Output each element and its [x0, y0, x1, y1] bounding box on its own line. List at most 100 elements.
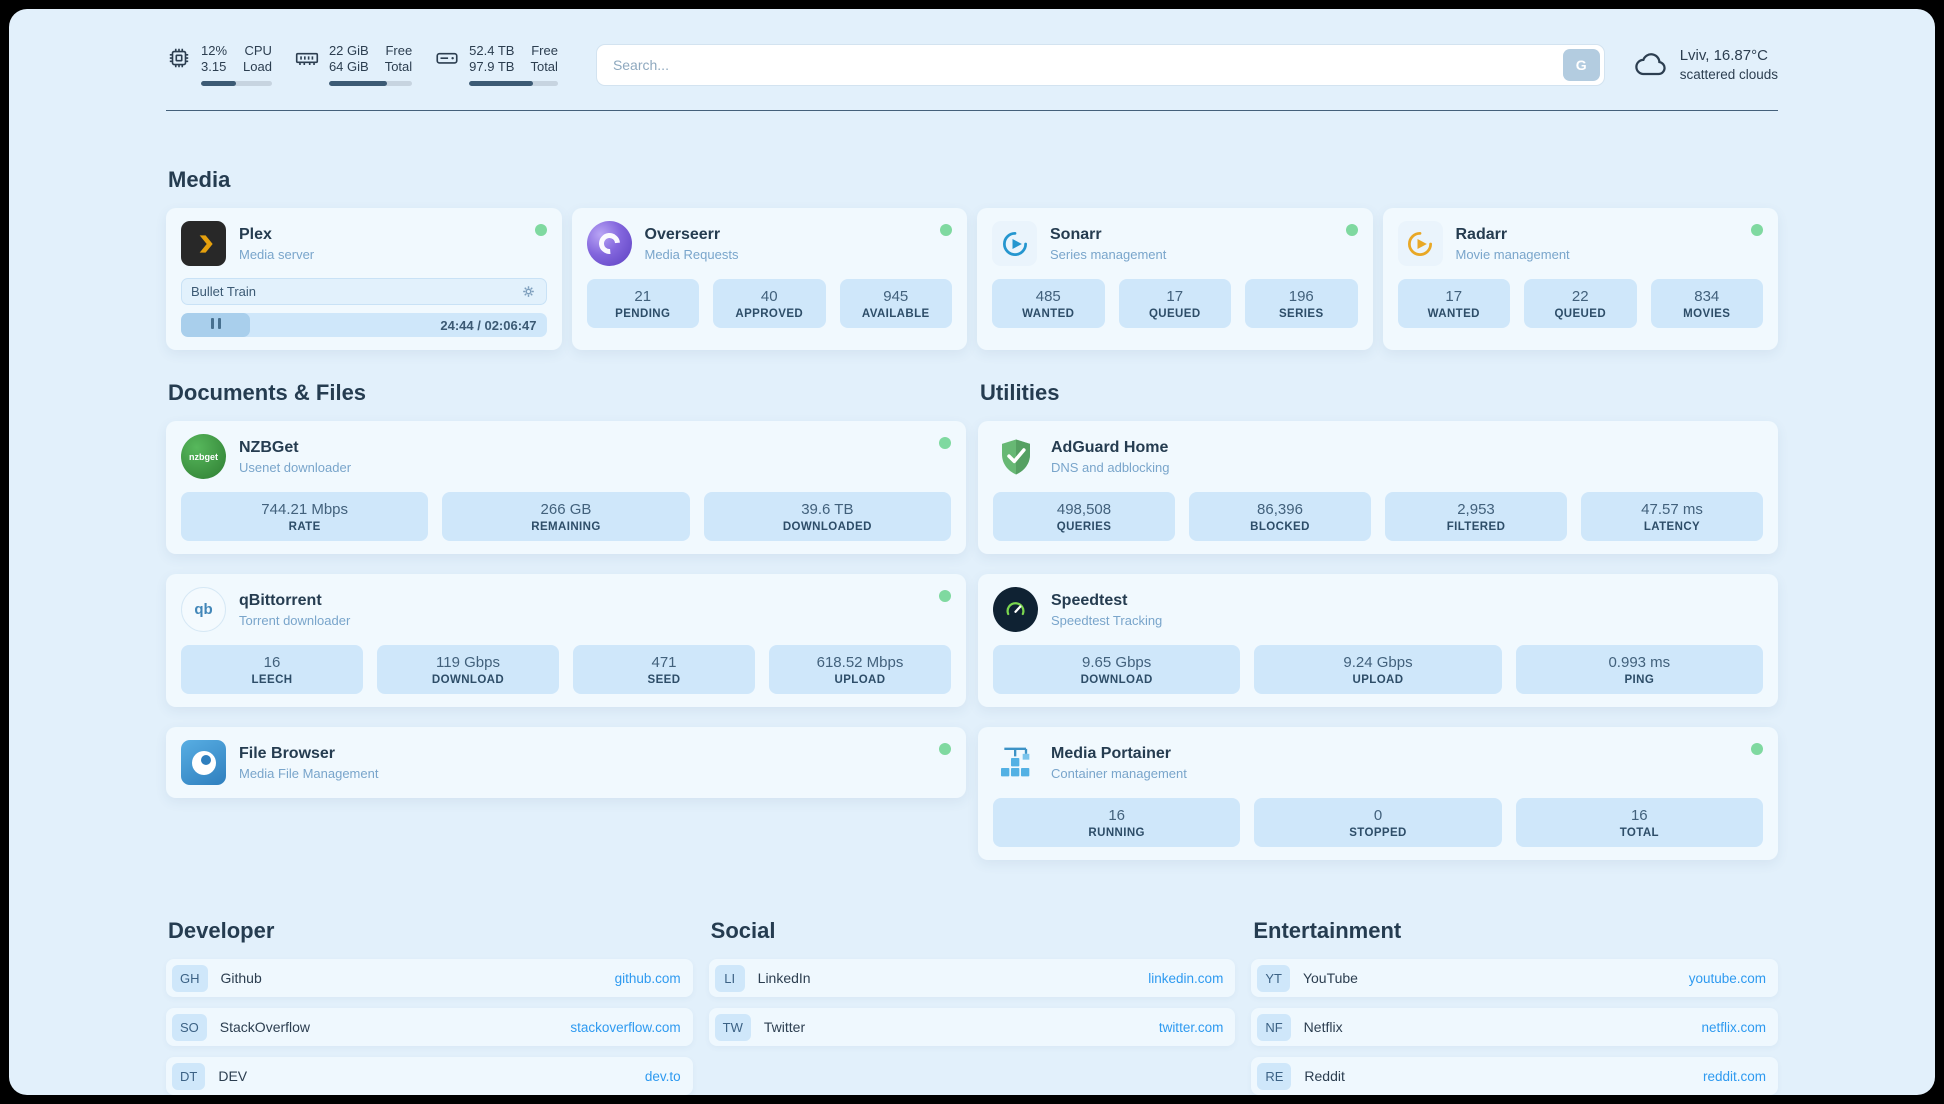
- stat-label: LATENCY: [1643, 521, 1701, 533]
- plex-header[interactable]: Plex Media server: [181, 221, 547, 266]
- cpu-load-value: 3.15: [201, 59, 227, 74]
- overseerr-header[interactable]: Overseerr Media Requests: [586, 221, 952, 266]
- stat-value: 485: [1035, 288, 1061, 305]
- stat-available: 945 AVAILABLE: [839, 279, 952, 328]
- twitter-abbr-badge: TW: [714, 1013, 751, 1041]
- search-engine-button[interactable]: G: [1562, 48, 1600, 81]
- stat-label: BLOCKED: [1250, 521, 1310, 533]
- stat-value: 22: [1571, 288, 1589, 305]
- stat-value: 266 GB: [540, 501, 592, 518]
- stat-value: 119 Gbps: [436, 654, 500, 671]
- status-dot: [1751, 743, 1763, 755]
- stat-label: LEECH: [251, 674, 293, 686]
- filebrowser-subtitle: Media File Management: [239, 765, 379, 781]
- link-name: Reddit: [1304, 1068, 1345, 1084]
- dashboard-page: 12% CPU 3.15 Load 22 GiB Fr: [9, 9, 1935, 1095]
- nzbget-header[interactable]: nzbget NZBGet Usenet downloader: [181, 434, 951, 479]
- stat-value: 21: [634, 288, 652, 305]
- link-row-youtube[interactable]: YT YouTube youtube.com: [1251, 959, 1778, 997]
- pause-icon[interactable]: [209, 316, 223, 334]
- link-row-github[interactable]: GH Github github.com: [166, 959, 693, 997]
- link-row-stackoverflow[interactable]: SO StackOverflow stackoverflow.com: [166, 1008, 693, 1046]
- status-dot: [1751, 224, 1763, 236]
- stat-label: PING: [1624, 674, 1655, 686]
- status-dot: [939, 437, 951, 449]
- stat-label: TOTAL: [1619, 827, 1659, 839]
- nzbget-icon: nzbget: [181, 434, 226, 479]
- portainer-header[interactable]: Media Portainer Container management: [993, 740, 1763, 785]
- playback-time: 24:44 / 02:06:47: [440, 317, 537, 333]
- stat-value: 47.57 ms: [1641, 501, 1703, 518]
- link-row-twitter[interactable]: TW Twitter twitter.com: [708, 1008, 1236, 1046]
- media-heading: Media: [168, 167, 231, 192]
- link-url[interactable]: stackoverflow.com: [570, 1019, 681, 1035]
- youtube-abbr-badge: YT: [1257, 964, 1290, 992]
- stat-label: APPROVED: [735, 308, 804, 320]
- adguard-header[interactable]: AdGuard Home DNS and adblocking: [993, 434, 1763, 479]
- filebrowser-header[interactable]: File Browser Media File Management: [181, 740, 951, 785]
- search-input[interactable]: [595, 43, 1605, 86]
- cpu-progress-bar: [201, 81, 272, 86]
- stat-value: 39.6 TB: [801, 501, 854, 518]
- header-divider: [166, 110, 1778, 111]
- stat-queued: 17 QUEUED: [1118, 279, 1231, 328]
- app-card-plex: Plex Media server Bullet Train: [166, 208, 562, 350]
- link-url[interactable]: twitter.com: [1158, 1019, 1224, 1035]
- stat-label: SERIES: [1278, 308, 1324, 320]
- sonarr-title: Sonarr: [1050, 225, 1102, 243]
- link-url[interactable]: netflix.com: [1701, 1019, 1766, 1035]
- stat-label: AVAILABLE: [861, 308, 930, 320]
- radarr-header[interactable]: Radarr Movie management: [1397, 221, 1763, 266]
- stat-value: 9.24 Gbps: [1343, 654, 1413, 671]
- gear-icon[interactable]: [520, 283, 537, 300]
- link-row-linkedin[interactable]: LI LinkedIn linkedin.com: [708, 959, 1236, 997]
- qbittorrent-header[interactable]: qb qBittorrent Torrent downloader: [181, 587, 951, 632]
- speedtest-title: Speedtest: [1051, 591, 1128, 609]
- link-url[interactable]: youtube.com: [1688, 970, 1766, 986]
- stat-label: QUERIES: [1056, 521, 1112, 533]
- adguard-subtitle: DNS and adblocking: [1051, 459, 1170, 475]
- stat-value: 16: [1108, 807, 1125, 824]
- stat-label: REMAINING: [531, 521, 601, 533]
- link-name: Github: [220, 970, 262, 986]
- link-row-reddit[interactable]: RE Reddit reddit.com: [1251, 1057, 1778, 1095]
- stat-label: RATE: [288, 521, 321, 533]
- stat-leech: 16 LEECH: [181, 645, 363, 694]
- speedtest-subtitle: Speedtest Tracking: [1051, 612, 1163, 628]
- link-row-dev[interactable]: DT DEV dev.to: [166, 1057, 693, 1095]
- link-url[interactable]: linkedin.com: [1148, 970, 1224, 986]
- developer-section: Developer GH Github github.com SO StackO…: [166, 918, 693, 1095]
- ram-label-bottom: Total: [384, 59, 413, 74]
- app-card-filebrowser: File Browser Media File Management: [166, 727, 966, 798]
- app-card-sonarr: Sonarr Series management 485 WANTED 17 Q…: [977, 208, 1373, 350]
- app-card-radarr: Radarr Movie management 17 WANTED 22 QUE…: [1382, 208, 1778, 350]
- filebrowser-title: File Browser: [239, 744, 336, 762]
- media-section: Media Plex Media server: [166, 167, 1778, 350]
- now-playing-row: Bullet Train: [181, 278, 547, 305]
- plex-progress-bar[interactable]: 24:44 / 02:06:47: [181, 313, 547, 337]
- stat-total: 16 TOTAL: [1515, 798, 1763, 847]
- cpu-icon: [166, 45, 192, 71]
- link-name: Netflix: [1303, 1019, 1343, 1035]
- link-url[interactable]: dev.to: [644, 1068, 681, 1084]
- disk-total-value: 97.9 TB: [469, 59, 515, 74]
- overseerr-subtitle: Media Requests: [644, 246, 739, 262]
- status-dot: [939, 743, 951, 755]
- cpu-monitor: 12% CPU 3.15 Load: [166, 43, 272, 86]
- sonarr-header[interactable]: Sonarr Series management: [992, 221, 1358, 266]
- search-bar: G: [595, 43, 1605, 86]
- stat-seed: 471 SEED: [573, 645, 755, 694]
- stackoverflow-abbr-badge: SO: [172, 1013, 207, 1041]
- radarr-icon: [1397, 221, 1443, 266]
- link-name: LinkedIn: [757, 970, 811, 986]
- ram-total-value: 64 GiB: [328, 59, 369, 74]
- link-row-netflix[interactable]: NF Netflix netflix.com: [1251, 1008, 1778, 1046]
- speedtest-header[interactable]: Speedtest Speedtest Tracking: [993, 587, 1763, 632]
- link-url[interactable]: github.com: [614, 970, 681, 986]
- status-dot: [939, 590, 951, 602]
- stat-label: RUNNING: [1088, 827, 1145, 839]
- status-dot: [534, 224, 547, 236]
- link-url[interactable]: reddit.com: [1702, 1068, 1766, 1084]
- social-heading: Social: [710, 918, 776, 943]
- cloud-icon: [1633, 47, 1669, 83]
